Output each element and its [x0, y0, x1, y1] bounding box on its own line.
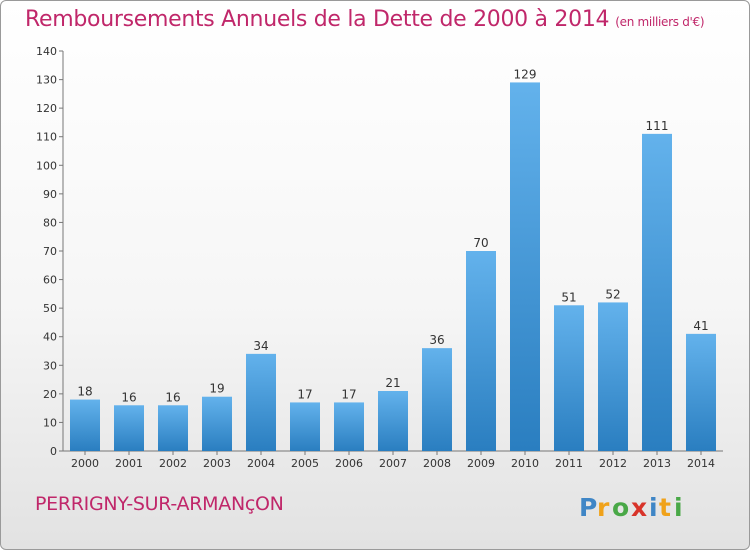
chart-title: Remboursements Annuels de la Dette de 20…: [25, 7, 705, 32]
y-tick-label: 110: [36, 131, 57, 144]
bar: [202, 396, 232, 451]
svg-text:o: o: [612, 493, 629, 522]
y-tick-label: 10: [43, 416, 57, 429]
bar: [466, 251, 496, 451]
y-tick-label: 30: [43, 359, 57, 372]
svg-text:x: x: [631, 493, 647, 522]
x-tick-label: 2013: [643, 457, 671, 470]
bar: [290, 402, 320, 451]
y-tick-label: 90: [43, 188, 57, 201]
x-tick-label: 2005: [291, 457, 319, 470]
x-tick-label: 2004: [247, 457, 275, 470]
bar: [422, 348, 452, 451]
proxiti-logo-mark: P r o x i t i: [579, 493, 683, 522]
bar-value-label: 17: [297, 387, 312, 401]
bar-value-label: 19: [209, 382, 224, 396]
y-tick-label: 70: [43, 245, 57, 258]
bar: [70, 399, 100, 451]
bar: [510, 82, 540, 451]
bar-value-label: 129: [514, 67, 537, 81]
bar-value-label: 51: [561, 290, 576, 304]
x-tick-label: 2008: [423, 457, 451, 470]
y-tick-label: 60: [43, 274, 57, 287]
bar: [554, 305, 584, 451]
bar-value-label: 16: [121, 390, 136, 404]
y-tick-label: 20: [43, 388, 57, 401]
y-tick-label: 100: [36, 159, 57, 172]
bar: [598, 302, 628, 451]
svg-text:P: P: [579, 493, 597, 522]
bar-value-label: 41: [693, 319, 708, 333]
bar: [158, 405, 188, 451]
bar-value-label: 111: [646, 119, 669, 133]
y-tick-label: 140: [36, 45, 57, 58]
bar-value-label: 52: [605, 287, 620, 301]
y-tick-label: 50: [43, 302, 57, 315]
bar-value-label: 21: [385, 376, 400, 390]
bar: [246, 353, 276, 451]
bar-value-label: 34: [253, 339, 268, 353]
unit-label: (en milliers d'€): [615, 15, 705, 29]
x-tick-label: 2010: [511, 457, 539, 470]
bar: [334, 402, 364, 451]
svg-text:r: r: [597, 493, 610, 522]
bar: [686, 333, 716, 451]
x-tick-label: 2007: [379, 457, 407, 470]
svg-text:t: t: [659, 493, 671, 522]
x-tick-label: 2011: [555, 457, 583, 470]
x-tick-label: 2014: [687, 457, 715, 470]
x-tick-label: 2000: [71, 457, 99, 470]
y-tick-label: 130: [36, 74, 57, 87]
y-tick-label: 40: [43, 331, 57, 344]
bar-value-label: 17: [341, 387, 356, 401]
bar-value-label: 16: [165, 390, 180, 404]
x-tick-label: 2012: [599, 457, 627, 470]
title-text: Remboursements Annuels de la Dette de 20…: [25, 7, 610, 32]
commune-name: PERRIGNY-SUR-ARMANçON: [35, 493, 284, 515]
proxiti-logo: P r o x i t i: [577, 489, 691, 525]
bar-value-label: 18: [77, 385, 92, 399]
bar-value-label: 70: [473, 236, 488, 250]
y-tick-label: 0: [50, 445, 57, 458]
svg-text:i: i: [649, 493, 658, 522]
x-tick-label: 2006: [335, 457, 363, 470]
bar: [642, 133, 672, 451]
y-tick-label: 80: [43, 216, 57, 229]
x-tick-label: 2003: [203, 457, 231, 470]
x-tick-label: 2002: [159, 457, 187, 470]
x-tick-label: 2001: [115, 457, 143, 470]
x-tick-label: 2009: [467, 457, 495, 470]
bar: [378, 391, 408, 451]
svg-text:i: i: [674, 493, 683, 522]
bar-value-label: 36: [429, 333, 444, 347]
y-tick-label: 120: [36, 102, 57, 115]
bar: [114, 405, 144, 451]
